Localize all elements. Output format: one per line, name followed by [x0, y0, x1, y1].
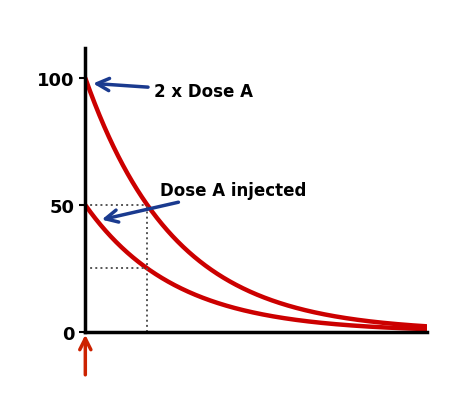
Text: 2 x Dose A: 2 x Dose A	[97, 79, 253, 100]
Text: Dose A injected: Dose A injected	[106, 181, 306, 222]
